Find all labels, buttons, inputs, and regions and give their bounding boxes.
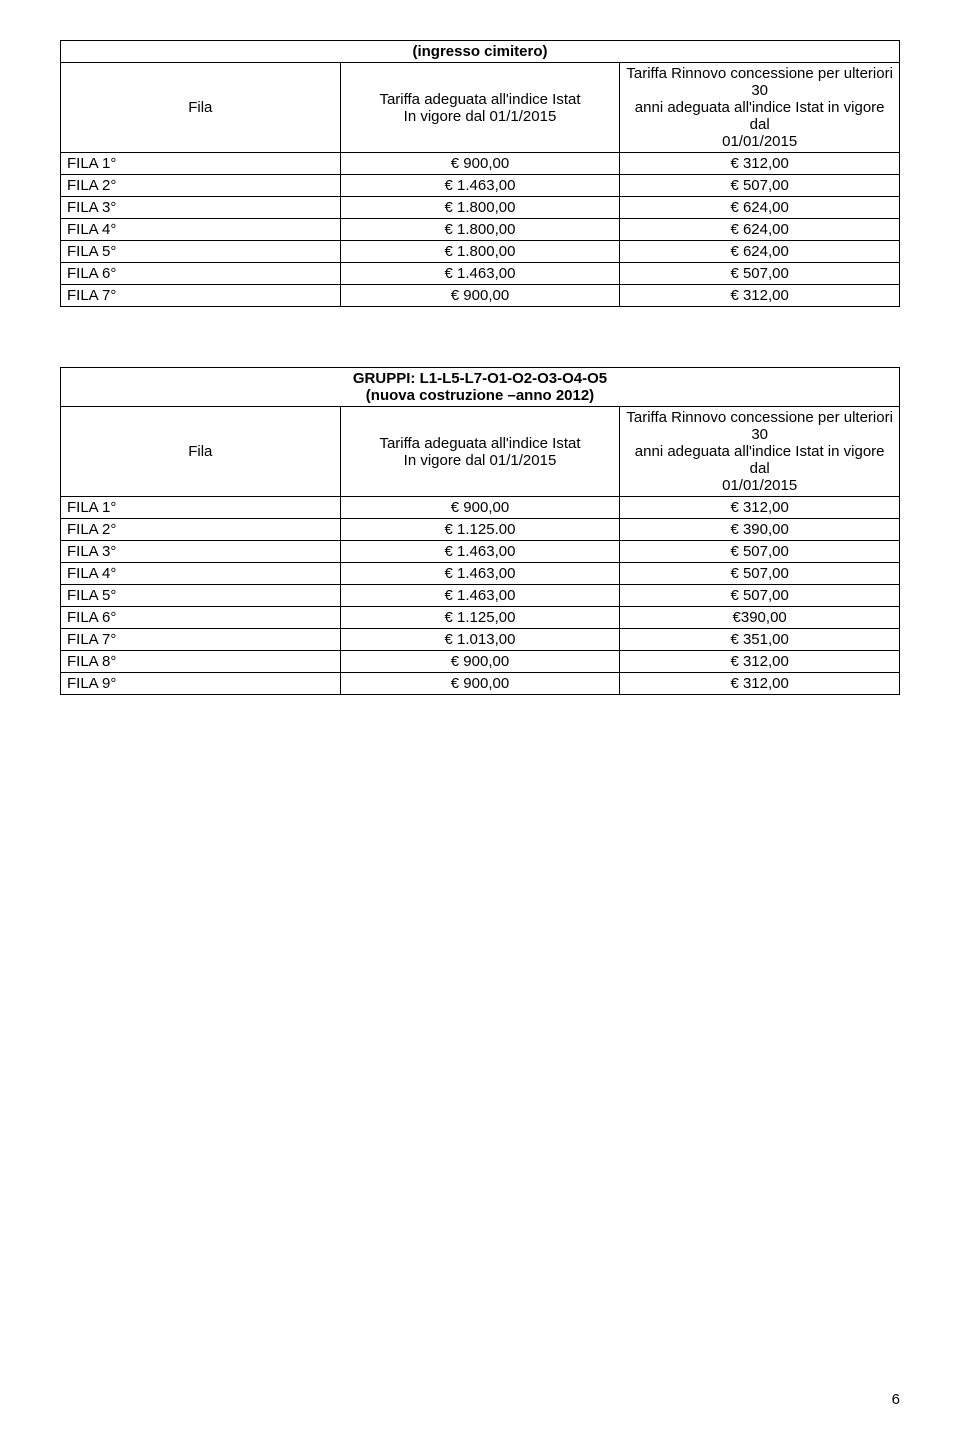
page-number: 6: [892, 1391, 900, 1408]
table-row: FILA 2°€ 1.125.00€ 390,00: [61, 519, 900, 541]
table-row: FILA 7°€ 900,00€ 312,00: [61, 285, 900, 307]
table-row: FILA 6°€ 1.125,00€390,00: [61, 607, 900, 629]
table-row: FILA 3°€ 1.800,00€ 624,00: [61, 197, 900, 219]
table-row: FILA 5°€ 1.800,00€ 624,00: [61, 241, 900, 263]
table2-title: GRUPPI: L1-L5-L7-O1-O2-O3-O4-O5 (nuova c…: [61, 368, 900, 407]
table1-header-fila: Fila: [61, 63, 341, 153]
table1-header-col2: Tariffa adeguata all'indice Istat In vig…: [340, 63, 620, 153]
table-row: FILA 8°€ 900,00€ 312,00: [61, 651, 900, 673]
table-row: FILA 5°€ 1.463,00€ 507,00: [61, 585, 900, 607]
table2-header-col3: Tariffa Rinnovo concessione per ulterior…: [620, 407, 900, 497]
table-row: FILA 7°€ 1.013,00€ 351,00: [61, 629, 900, 651]
table-row: FILA 1°€ 900,00€ 312,00: [61, 153, 900, 175]
table2-header-fila: Fila: [61, 407, 341, 497]
table-gruppi: GRUPPI: L1-L5-L7-O1-O2-O3-O4-O5 (nuova c…: [60, 367, 900, 695]
table-row: FILA 9°€ 900,00€ 312,00: [61, 673, 900, 695]
table-row: FILA 1°€ 900,00€ 312,00: [61, 497, 900, 519]
table-row: FILA 2°€ 1.463,00€ 507,00: [61, 175, 900, 197]
table-ingresso-cimitero: (ingresso cimitero) Fila Tariffa adeguat…: [60, 40, 900, 307]
table-row: FILA 3°€ 1.463,00€ 507,00: [61, 541, 900, 563]
table-row: FILA 6°€ 1.463,00€ 507,00: [61, 263, 900, 285]
table1-title: (ingresso cimitero): [61, 41, 900, 63]
table1-header-col3: Tariffa Rinnovo concessione per ulterior…: [620, 63, 900, 153]
table-row: FILA 4°€ 1.800,00€ 624,00: [61, 219, 900, 241]
table-row: FILA 4°€ 1.463,00€ 507,00: [61, 563, 900, 585]
table2-header-col2: Tariffa adeguata all'indice Istat In vig…: [340, 407, 620, 497]
